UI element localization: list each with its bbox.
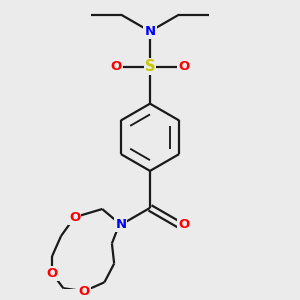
Text: O: O	[178, 218, 190, 231]
Text: O: O	[79, 285, 90, 298]
Text: O: O	[178, 60, 189, 73]
Text: O: O	[46, 267, 58, 280]
Text: N: N	[115, 218, 126, 231]
Text: O: O	[69, 211, 80, 224]
Text: S: S	[145, 59, 155, 74]
Text: N: N	[144, 25, 156, 38]
Text: O: O	[111, 60, 122, 73]
